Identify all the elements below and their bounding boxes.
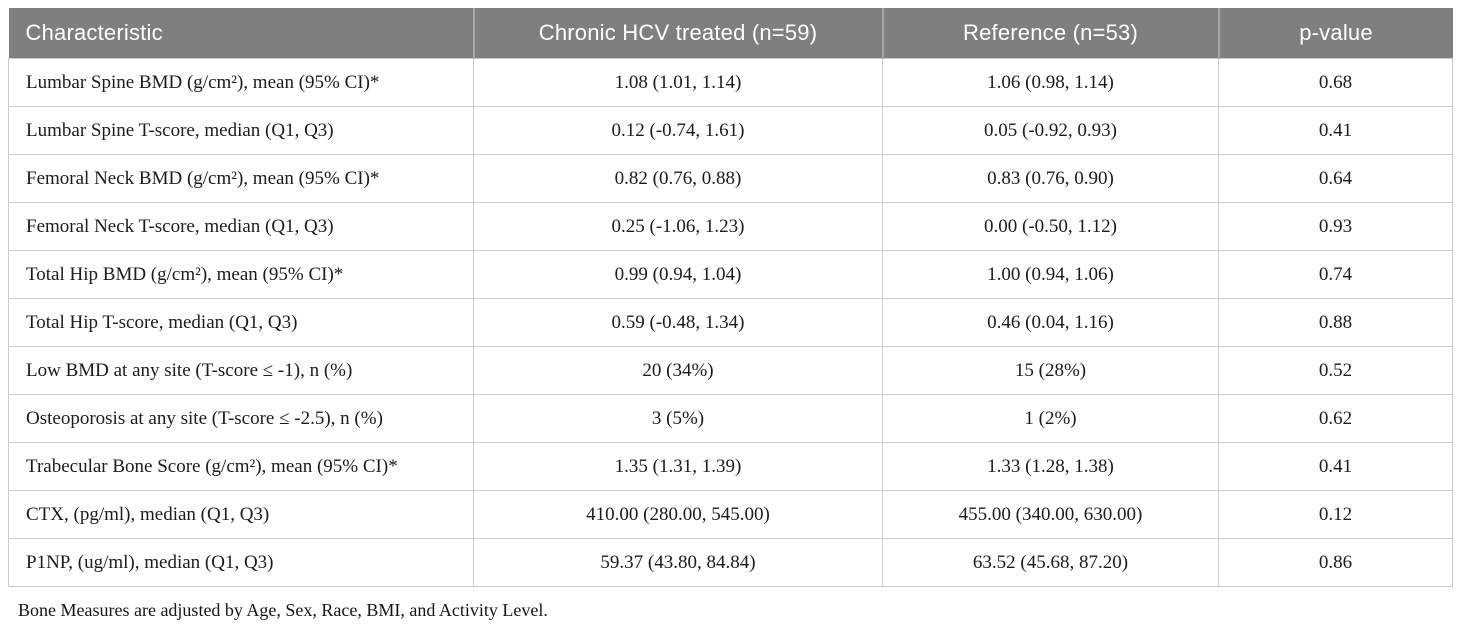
table-header: Characteristic Chronic HCV treated (n=59… [8,8,1453,59]
column-header-characteristic: Characteristic [8,8,474,59]
reference-value-cell: 0.83 (0.76, 0.90) [882,154,1219,203]
table-row: CTX, (pg/ml), median (Q1, Q3) 410.00 (28… [8,490,1453,539]
table-row: P1NP, (ug/ml), median (Q1, Q3) 59.37 (43… [8,538,1453,587]
p-value-cell: 0.93 [1218,202,1453,251]
header-row: Characteristic Chronic HCV treated (n=59… [8,8,1453,59]
characteristic-cell: Total Hip BMD (g/cm²), mean (95% CI)* [8,250,474,299]
reference-value-cell: 455.00 (340.00, 630.00) [882,490,1219,539]
reference-value-cell: 1.00 (0.94, 1.06) [882,250,1219,299]
p-value-cell: 0.41 [1218,106,1453,155]
treated-value-cell: 0.25 (-1.06, 1.23) [473,202,883,251]
table-row: Lumbar Spine BMD (g/cm²), mean (95% CI)*… [8,58,1453,107]
treated-value-cell: 0.59 (-0.48, 1.34) [473,298,883,347]
table-footnote: Bone Measures are adjusted by Age, Sex, … [18,600,548,620]
column-header-pvalue: p-value [1217,8,1453,59]
table-body: Lumbar Spine BMD (g/cm²), mean (95% CI)*… [8,58,1453,587]
table-row: Lumbar Spine T-score, median (Q1, Q3) 0.… [8,106,1453,155]
p-value-cell: 0.64 [1218,154,1453,203]
treated-value-cell: 0.99 (0.94, 1.04) [473,250,883,299]
treated-value-cell: 20 (34%) [473,346,883,395]
characteristic-cell: Femoral Neck T-score, median (Q1, Q3) [8,202,474,251]
p-value-cell: 0.68 [1218,58,1453,107]
treated-value-cell: 1.35 (1.31, 1.39) [473,442,883,491]
treated-value-cell: 0.82 (0.76, 0.88) [473,154,883,203]
table-row: Femoral Neck BMD (g/cm²), mean (95% CI)*… [8,154,1453,203]
p-value-cell: 0.41 [1218,442,1453,491]
column-header-treated: Chronic HCV treated (n=59) [472,8,883,59]
table-row: Total Hip T-score, median (Q1, Q3) 0.59 … [8,298,1453,347]
p-value-cell: 0.88 [1218,298,1453,347]
p-value-cell: 0.86 [1218,538,1453,587]
treated-value-cell: 59.37 (43.80, 84.84) [473,538,883,587]
characteristic-cell: P1NP, (ug/ml), median (Q1, Q3) [8,538,474,587]
reference-value-cell: 0.05 (-0.92, 0.93) [882,106,1219,155]
reference-value-cell: 1 (2%) [882,394,1219,443]
reference-value-cell: 15 (28%) [882,346,1219,395]
bone-measures-table: Characteristic Chronic HCV treated (n=59… [8,8,1453,587]
characteristic-cell: CTX, (pg/ml), median (Q1, Q3) [8,490,474,539]
characteristic-cell: Total Hip T-score, median (Q1, Q3) [8,298,474,347]
reference-value-cell: 1.06 (0.98, 1.14) [882,58,1219,107]
characteristic-cell: Low BMD at any site (T-score ≤ -1), n (%… [8,346,474,395]
table-row: Low BMD at any site (T-score ≤ -1), n (%… [8,346,1453,395]
column-header-reference: Reference (n=53) [881,8,1219,59]
table-row: Total Hip BMD (g/cm²), mean (95% CI)* 0.… [8,250,1453,299]
treated-value-cell: 410.00 (280.00, 545.00) [473,490,883,539]
treated-value-cell: 3 (5%) [473,394,883,443]
p-value-cell: 0.62 [1218,394,1453,443]
characteristic-cell: Trabecular Bone Score (g/cm²), mean (95%… [8,442,474,491]
characteristic-cell: Lumbar Spine BMD (g/cm²), mean (95% CI)* [8,58,474,107]
p-value-cell: 0.12 [1218,490,1453,539]
treated-value-cell: 0.12 (-0.74, 1.61) [473,106,883,155]
table-row: Femoral Neck T-score, median (Q1, Q3) 0.… [8,202,1453,251]
characteristic-cell: Lumbar Spine T-score, median (Q1, Q3) [8,106,474,155]
characteristic-cell: Femoral Neck BMD (g/cm²), mean (95% CI)* [8,154,474,203]
characteristic-cell: Osteoporosis at any site (T-score ≤ -2.5… [8,394,474,443]
reference-value-cell: 63.52 (45.68, 87.20) [882,538,1219,587]
p-value-cell: 0.74 [1218,250,1453,299]
table-row: Osteoporosis at any site (T-score ≤ -2.5… [8,394,1453,443]
reference-value-cell: 0.46 (0.04, 1.16) [882,298,1219,347]
reference-value-cell: 0.00 (-0.50, 1.12) [882,202,1219,251]
reference-value-cell: 1.33 (1.28, 1.38) [882,442,1219,491]
p-value-cell: 0.52 [1218,346,1453,395]
treated-value-cell: 1.08 (1.01, 1.14) [473,58,883,107]
table-row: Trabecular Bone Score (g/cm²), mean (95%… [8,442,1453,491]
